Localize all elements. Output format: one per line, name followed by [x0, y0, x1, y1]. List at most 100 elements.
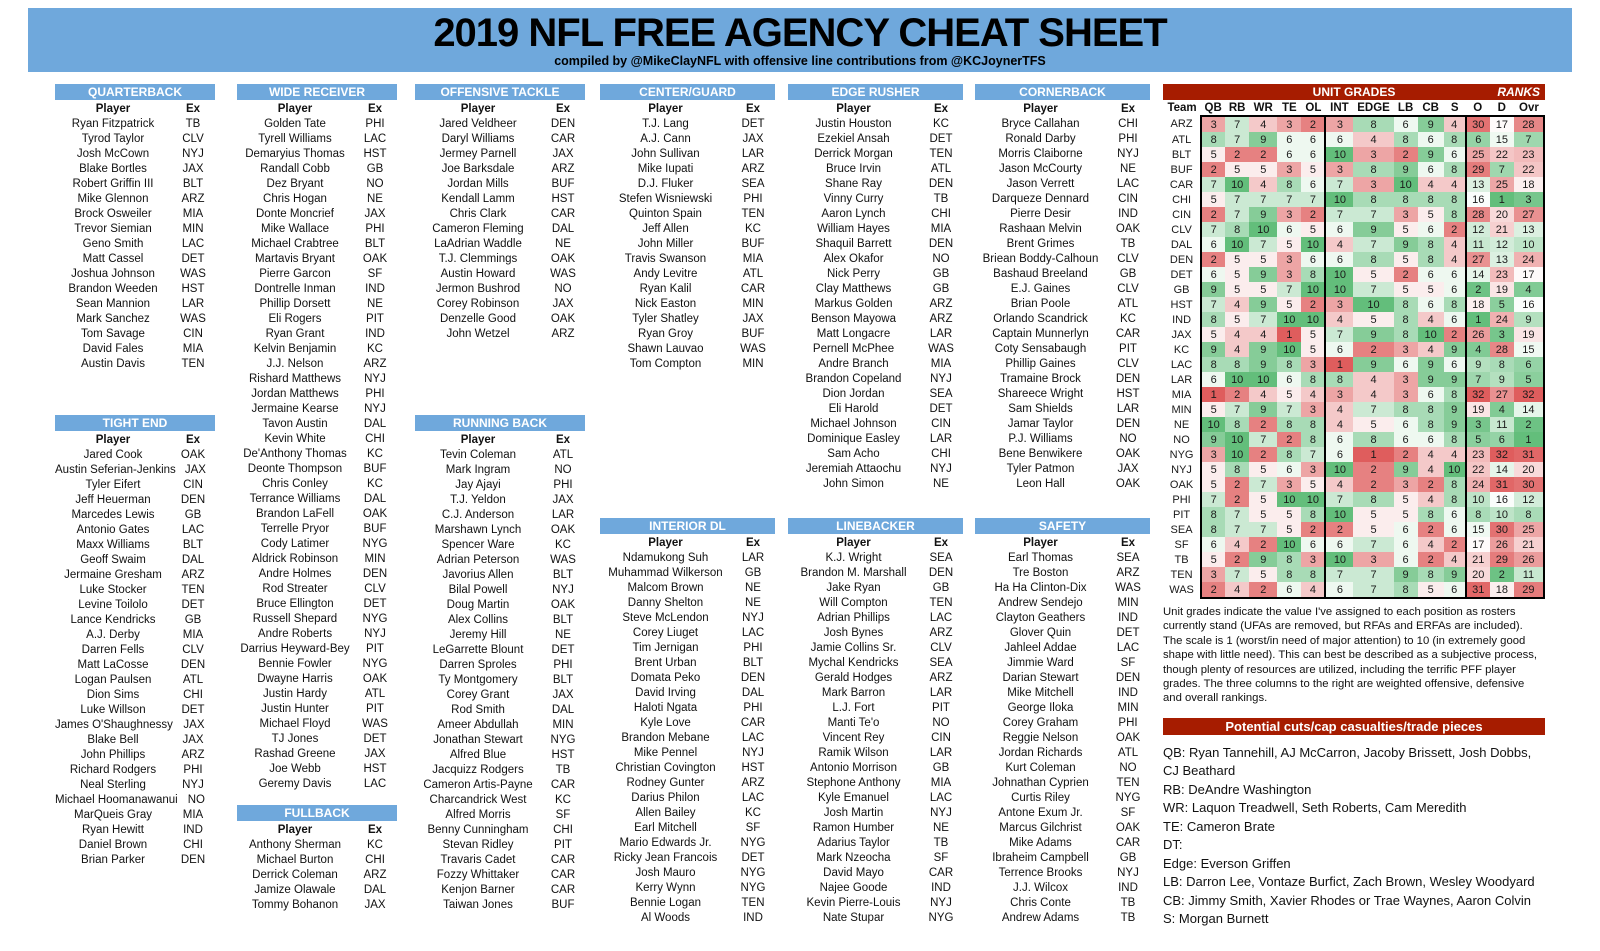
player-ex-team: ATL — [552, 449, 574, 461]
player-ex-team: PHI — [553, 659, 573, 671]
player-name: Jacquizz Rodgers — [432, 764, 524, 776]
team-cell: LAR — [1170, 373, 1193, 386]
player-row: Jamize Olawale DAL — [237, 883, 397, 898]
player-row: Dwayne Harris OAK — [237, 672, 397, 687]
player-name: Christian Covington — [615, 762, 716, 774]
player-name: Josh Martin — [823, 807, 884, 819]
unit-grades-row: NE 10 8 2 8 8 4 5 6 8 9 3 11 2 — [1163, 417, 1546, 432]
team-cell: ARZ — [1170, 118, 1193, 130]
player-name: Darren Sproles — [439, 659, 517, 671]
player-row: Tyrod Taylor CLV — [55, 132, 215, 147]
player-ex-team: OAK — [1115, 223, 1141, 235]
grade-cell: 9 — [1249, 297, 1278, 312]
player-row: Michael Johnson CIN — [788, 417, 963, 432]
player-ex-team: JAX — [184, 464, 206, 476]
player-row: Jonathan Stewart NYG — [415, 733, 585, 748]
player-ex-team: LAR — [929, 328, 953, 340]
grade-cell: 7 — [1324, 327, 1354, 342]
player-row: Darius Philon LAC — [600, 791, 775, 806]
player-name: Andy Levitre — [633, 268, 698, 280]
grade-cell: 9 — [1443, 417, 1466, 432]
player-name: Shaquil Barrett — [815, 238, 892, 250]
ex-column-header: Ex — [555, 103, 571, 115]
player-name: Bryce Callahan — [1001, 118, 1080, 130]
player-ex-team: TEN — [741, 897, 765, 909]
player-name: Robert Griffin III — [72, 178, 154, 190]
grade-column-header: EDGE — [1357, 101, 1390, 114]
player-ex-team: NYG — [362, 613, 388, 625]
cuts-line: LB: Darron Lee, Vontaze Burfict, Zach Br… — [1163, 874, 1535, 890]
grade-cell: 6 — [1324, 252, 1354, 267]
grade-cell: 8 — [1393, 402, 1418, 417]
player-ex-team: GB — [366, 163, 384, 175]
player-row: Donte Moncrief JAX — [237, 207, 397, 222]
player-ex-team: NO — [932, 717, 950, 729]
grade-cell: 10 — [1301, 312, 1326, 327]
player-ex-team: BLT — [742, 657, 764, 669]
player-row: Doug Martin OAK — [415, 598, 585, 613]
rank-cell: 22 — [1513, 162, 1546, 177]
player-row: T.J. Lang DET — [600, 117, 775, 132]
player-ex-team: DET — [929, 133, 953, 145]
rank-cell: 19 — [1513, 327, 1546, 342]
player-ex-team: CAR — [550, 854, 576, 866]
player-name: James O'Shaughnessy — [55, 719, 173, 731]
grade-cell: 2 — [1417, 477, 1444, 492]
player-row: Ty Montgomery BLT — [415, 673, 585, 688]
player-name: David Fales — [82, 343, 144, 355]
player-ex-team: OAK — [1115, 448, 1141, 460]
rank-cell: 26 — [1513, 552, 1546, 567]
player-row: Terrance Williams DAL — [237, 492, 397, 507]
position-table-title: QUARTERBACK — [55, 84, 215, 100]
unit-grades-row: PIT 8 7 5 5 8 10 5 5 8 6 8 10 8 — [1163, 507, 1546, 522]
player-row: Deonte Thompson BUF — [237, 462, 397, 477]
player-row: Rishard Matthews NYJ — [237, 372, 397, 387]
column-widereceiver-fullback: WIDE RECEIVER Player Ex Golden Tate PHI Tyrel… — [237, 84, 397, 913]
grade-cell: 10 — [1324, 282, 1354, 297]
player-name: T.J. Lang — [642, 118, 689, 130]
player-name: Haloti Ngata — [633, 702, 698, 714]
grade-cell: 5 — [1417, 582, 1444, 599]
grade-cell: 7 — [1324, 567, 1354, 582]
unit-grades-row: NO 9 10 7 2 8 6 8 6 6 8 5 6 1 — [1163, 432, 1546, 447]
player-row: P.J. Williams NO — [975, 432, 1150, 447]
player-ex-team: BUF — [363, 463, 387, 475]
player-table-head: Player Ex — [415, 102, 585, 117]
player-ex-team: DET — [363, 733, 387, 745]
player-ex-team: NE — [555, 238, 571, 250]
position-table-tight-end: TIGHT END Player Ex Jared Cook OAK Austin Sef… — [55, 415, 215, 868]
team-cell: TB — [1174, 553, 1189, 566]
team-cell: BUF — [1170, 163, 1193, 176]
player-name: John Simon — [823, 478, 884, 490]
player-ex-team: NYJ — [930, 373, 952, 385]
grade-cell: 2 — [1249, 582, 1278, 599]
player-ex-team: KC — [555, 539, 571, 551]
rank-cell: 16 — [1489, 492, 1514, 507]
rank-cell: 20 — [1464, 567, 1490, 582]
grade-cell: 5 — [1417, 207, 1444, 222]
grade-cell: 10 — [1225, 432, 1250, 447]
rank-cell: 1 — [1464, 312, 1490, 327]
player-row: William Hayes MIA — [788, 222, 963, 237]
player-name: Blake Bell — [87, 734, 139, 746]
player-row: Demaryius Thomas HST — [237, 147, 397, 162]
grade-cell: 5 — [1301, 222, 1326, 237]
grade-cell: 4 — [1417, 312, 1444, 327]
player-ex-team: TEN — [929, 148, 953, 160]
player-row: Josh Martin NYJ — [788, 806, 963, 821]
player-row: Ha Ha Clinton-Dix WAS — [975, 581, 1150, 596]
grade-cell: 8 — [1443, 132, 1466, 147]
player-ex-team: DAL — [741, 687, 765, 699]
grade-cell: 5 — [1353, 267, 1394, 282]
player-row: Corey Liuget LAC — [600, 626, 775, 641]
player-ex-team: NYJ — [930, 807, 952, 819]
grade-cell: 8 — [1353, 252, 1394, 267]
player-row: Randall Cobb GB — [237, 162, 397, 177]
team-cell: PIT — [1172, 508, 1191, 521]
player-ex-team: NO — [1119, 762, 1137, 774]
grade-cell: 7 — [1225, 207, 1250, 222]
rank-cell: 4 — [1489, 402, 1514, 417]
player-row: Jacquizz Rodgers TB — [415, 763, 585, 778]
cuts-line: TE: Cameron Brate — [1163, 818, 1275, 834]
grade-cell: 8 — [1301, 432, 1326, 447]
